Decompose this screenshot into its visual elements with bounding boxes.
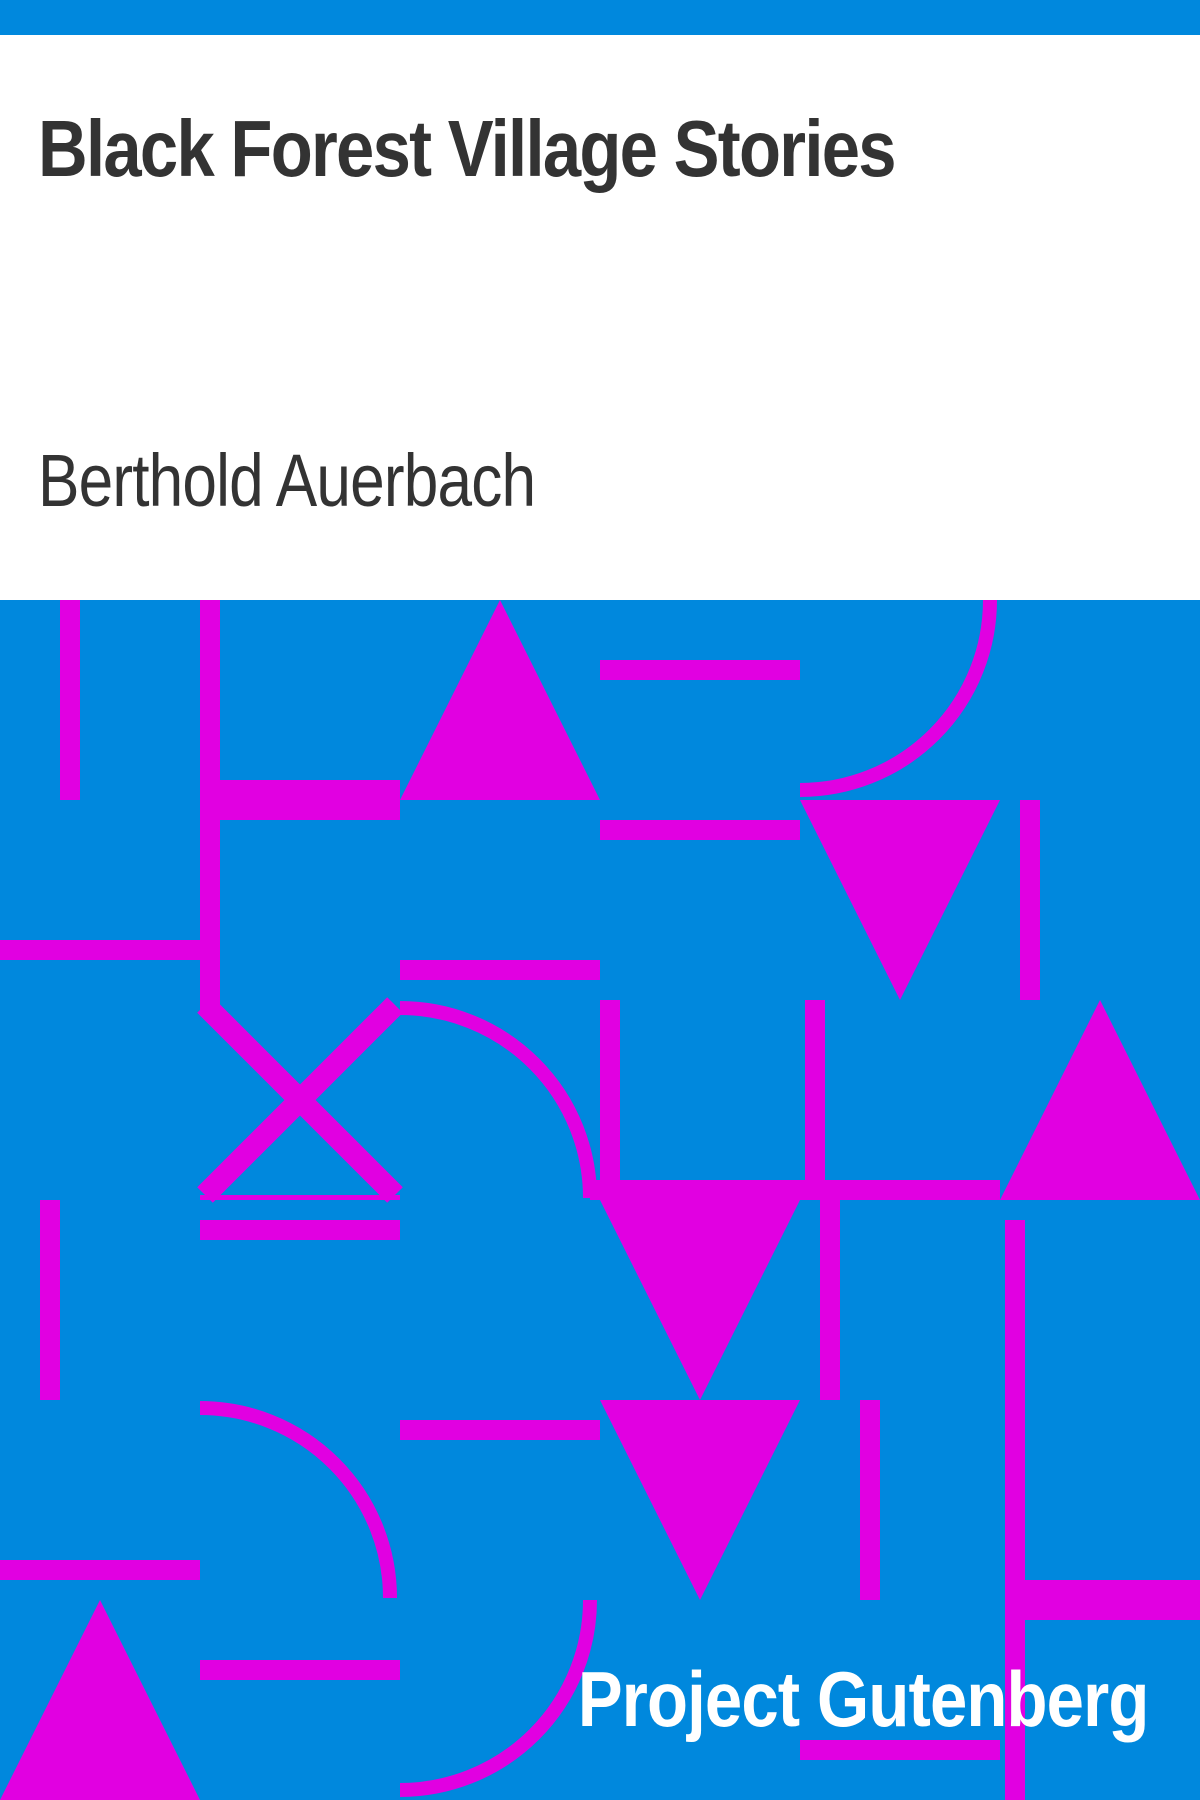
pattern-bar (1020, 800, 1040, 1000)
book-author: Berthold Auerbach (38, 439, 536, 522)
pattern-bar (860, 1400, 880, 1600)
pattern-bar (40, 1200, 60, 1400)
pattern-bar (0, 1560, 200, 1580)
pattern-bar (1005, 1580, 1200, 1620)
pattern-diagonal (197, 997, 403, 1203)
pattern-triangle (0, 1600, 200, 1800)
pattern-triangle (1000, 1000, 1200, 1200)
geometric-pattern (0, 600, 1200, 1800)
pattern-bar (1005, 1220, 1025, 1800)
pattern-bar (200, 1220, 400, 1240)
title-panel: Black Forest Village Stories Berthold Au… (0, 35, 1200, 600)
pattern-bar (400, 960, 600, 980)
pattern-bar (60, 600, 80, 800)
pattern-arc (399, 1001, 597, 1199)
pattern-bar (400, 1420, 600, 1440)
pattern-triangle (600, 1200, 800, 1400)
pattern-bar (1005, 1740, 1025, 1800)
pattern-bar (820, 1200, 840, 1400)
pattern-shapes (0, 600, 1200, 1800)
pattern-bar (600, 660, 800, 680)
pattern-bar (0, 940, 200, 960)
pattern-bar (200, 1195, 400, 1200)
pattern-bar (800, 1740, 1000, 1760)
publisher-name: Project Gutenberg (577, 1655, 1148, 1743)
book-title: Black Forest Village Stories (38, 104, 897, 193)
pattern-arc (199, 1401, 397, 1599)
pattern-triangle (400, 600, 600, 800)
pattern-triangle (800, 800, 1000, 1000)
pattern-bar (600, 1000, 620, 1200)
pattern-bar (600, 820, 800, 840)
pattern-bar (200, 1660, 400, 1680)
pattern-bar (590, 1180, 1000, 1200)
pattern-arc (399, 1599, 597, 1797)
pattern-bar (805, 1000, 825, 1200)
pattern-bar (200, 780, 400, 820)
pattern-triangle (600, 1400, 800, 1600)
pattern-arc (799, 600, 997, 797)
top-accent-bar (0, 0, 1200, 35)
